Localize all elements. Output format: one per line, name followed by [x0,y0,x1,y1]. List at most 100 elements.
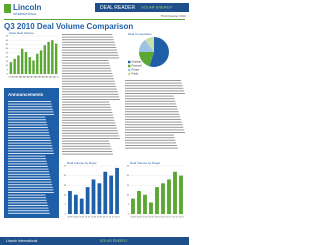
text-line [125,98,175,100]
y-tick-label: 10 [64,194,67,196]
text-line [125,87,184,89]
y-tick-label: 15 [127,185,130,187]
legend-label: Strategic [132,61,143,64]
text-line [8,153,54,154]
x-tick-label: Q4 07 [12,76,17,78]
text-line [62,99,120,100]
bar [39,50,43,74]
x-tick-label: Q3 10 [54,76,59,78]
text-line [62,104,110,106]
text-line [62,78,114,80]
text-line [8,194,46,196]
text-line [62,44,116,46]
text-line [62,65,110,67]
text-line [8,150,54,152]
page-title: Q3 2010 Deal Volume Comparison [4,22,133,31]
text-line [62,119,115,121]
bar [179,175,183,214]
chart-title: Deal Volume by Buyer [67,161,97,165]
y-tick-label: 20 [127,175,130,177]
y-tick-label: 0 [65,214,67,216]
text-line [8,108,53,110]
x-tick-label: Q4 09 [42,76,47,78]
legend-swatch [128,72,131,76]
x-tick-label: Q4 08 [137,216,142,218]
text-line [62,39,114,41]
text-line [62,135,120,137]
date: Third Quarter 2010 [161,14,187,18]
bar [24,52,28,74]
y-tick-label: 5 [7,69,9,71]
legend-swatch [128,68,131,72]
text-line [8,124,48,126]
text-line [8,137,51,139]
text-line [8,158,47,160]
legend-swatch [128,64,131,68]
y-tick-label: 25 [64,166,67,168]
text-line [62,91,118,93]
text-line [125,82,182,84]
text-line [125,80,181,81]
text-line [8,210,50,212]
bar [28,57,31,74]
bar [32,60,35,74]
text-line [125,100,176,102]
text-line [125,139,176,141]
text-line [8,205,48,206]
x-tick-label: Q3 10 [115,216,120,218]
bar [91,179,96,214]
text-line [8,132,50,134]
text-line [125,124,183,126]
text-line [62,109,112,111]
y-tick-label: 0 [128,214,130,216]
text-line [8,181,52,183]
bar [47,41,50,74]
text-line [8,119,47,121]
legend-label: Financial [132,65,142,68]
x-tick-label: Q2 10 [173,216,178,218]
text-line [8,207,49,209]
x-tick-label: Q3 09 [39,76,44,78]
y-tick-label: 20 [64,175,67,177]
text-line [125,142,177,144]
x-tick-label: Q1 09 [31,76,36,78]
bar [131,198,135,214]
text-line [8,147,53,149]
text-line [62,148,112,150]
text-line [62,88,117,90]
footer-sector: SOLAR ENERGY [100,239,128,243]
x-tick-label: Q3 08 [24,76,29,78]
text-line [125,137,175,139]
bar [85,187,90,214]
legend-label: Public [132,73,140,76]
bar [36,53,39,74]
bar [79,198,84,214]
text-line [125,103,177,105]
y-tick-label: 25 [127,166,130,168]
text-line [125,113,180,115]
text-line [62,49,117,51]
text-line [8,114,54,115]
text-line [62,138,120,139]
bar [51,40,54,74]
text-line [62,67,111,69]
text-line [8,166,48,167]
text-line [125,126,184,128]
text-line [62,83,116,85]
text-line [8,121,47,123]
text-line [62,117,114,119]
text-line [62,75,114,77]
text-line [8,163,48,165]
bar [68,190,72,214]
text-line [8,192,54,193]
text-line [8,103,52,105]
pie-slice [139,52,154,67]
y-tick-label: 15 [6,61,9,63]
chart-title: Deal Volume by Target [130,161,160,165]
text-line [8,173,50,175]
bar [9,62,13,74]
y-tick-label: 25 [6,52,9,54]
y-tick-label: 40 [6,40,9,42]
text-line [125,108,178,110]
x-tick-label: Q3 10 [179,216,184,218]
